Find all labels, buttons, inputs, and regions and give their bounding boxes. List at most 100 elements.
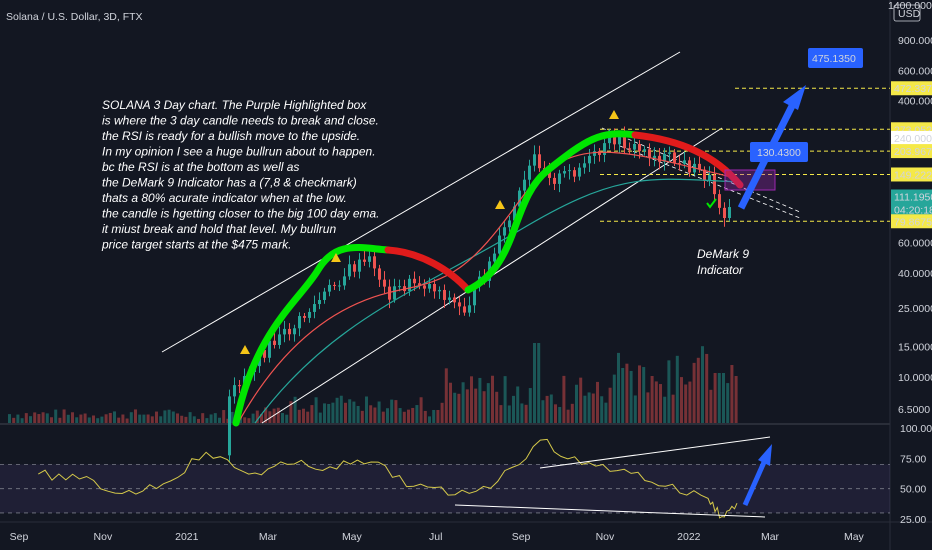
candle-body [493,253,496,262]
volume-bar [184,416,188,423]
demark-label: Indicator [697,263,744,277]
candle-body [338,285,341,287]
candle-body [568,170,571,172]
candle-body [463,306,466,313]
volume-bar [297,409,301,423]
time-axis-label: Nov [596,531,615,543]
price-label-text: 240.0000 [894,133,932,145]
volume-bar [92,415,95,423]
demark-checkmark-icon [706,198,717,209]
price-axis-label: 15.0000 [898,341,932,353]
volume-bar [562,375,566,423]
volume-bar [717,373,721,423]
volume-bar [344,402,347,423]
volume-bar [478,377,482,423]
volume-bar [701,346,704,423]
candle-body [348,264,351,277]
rsi-axis-label: 100.00 [900,423,932,435]
candle-body [318,299,321,305]
time-axis-label: Jul [429,531,442,543]
volume-bar [390,399,394,423]
volume-bar [33,412,37,423]
candle-body [523,179,526,191]
volume-bar [453,392,457,423]
demark-warning-icon [609,110,619,119]
candle-body [663,153,666,162]
rsi-line [38,438,738,519]
price-label-text: 04:20:18 [894,204,932,216]
target-callout-label: 475.1350 [812,53,856,65]
volume-bar [503,376,507,423]
time-axis-label: Sep [10,531,29,543]
volume-bar [629,370,633,423]
volume-bar [549,394,553,423]
volume-bar [646,392,650,423]
candle-body [638,143,641,152]
volume-bar [486,383,490,423]
volume-bar [428,416,431,423]
price-axis-top: 1400.0000 [888,0,932,12]
volume-bar [117,417,121,423]
volume-bar [239,416,242,423]
volume-bar [29,416,32,423]
annotation-line: SOLANA 3 Day chart. The Purple Highlight… [102,98,367,112]
demark-label: DeMark 9 [697,247,749,261]
volume-bar [604,402,608,423]
price-label-tag [891,144,932,159]
candle-body [363,259,366,262]
rsi-axis-label: 25.00 [900,514,926,526]
near-callout-label: 130.4300 [757,147,801,159]
currency-button[interactable] [893,4,921,22]
candle-body [658,155,661,162]
volume-bar [134,409,137,423]
annotation-line: is where the 3 day candle needs to break… [102,114,379,128]
volume-bar [348,399,352,423]
volume-bar [444,368,448,423]
volume-bar [419,397,423,423]
volume-bar [373,407,377,423]
candle-body [383,279,386,287]
candle-body [643,149,646,152]
candle-body [423,285,426,289]
volume-bar [314,397,318,423]
rsi-pane [38,436,771,519]
annotation-line: price target starts at the $475 mark. [101,238,291,252]
volume-bar [545,395,549,423]
volume-bar [352,401,356,423]
candle-body [503,227,506,236]
price-axis-label: 60.0000 [898,238,932,250]
volume-bar [541,400,545,423]
annotation-line: thats a 80% acurate indicator when at th… [102,191,347,205]
volume-bar [675,355,679,423]
time-axis-label: 2021 [175,531,199,543]
volume-bar [176,413,179,423]
time-axis-label: Mar [259,531,278,543]
candle-body [578,167,581,177]
volume-bar [339,395,343,423]
price-label-tag [891,214,932,229]
candle-body [708,175,711,181]
trend-ribbon-up [464,130,639,294]
volume-bar [323,403,326,423]
candle-body [628,148,631,150]
price-axis-label: 900.0000 [898,35,932,47]
price-label-text: 79.8675 [894,216,932,228]
volume-bar [617,352,620,423]
volume-bar [449,382,452,423]
volume-bar [281,413,284,423]
candle-body [668,152,671,154]
candle-body [283,328,286,335]
volume-bar [495,391,499,423]
volume-bar [533,343,536,423]
chart-title: Solana / U.S. Dollar, 3D, FTX [6,11,143,23]
price-label-tag [891,167,932,182]
candle-body [728,207,731,219]
volume-bar [369,405,373,423]
volume-bar [155,411,158,423]
candle-body [593,151,596,156]
target-callout [808,48,863,68]
candle-body [398,286,401,288]
volume-bar [360,410,364,423]
volume-bar [482,391,486,423]
